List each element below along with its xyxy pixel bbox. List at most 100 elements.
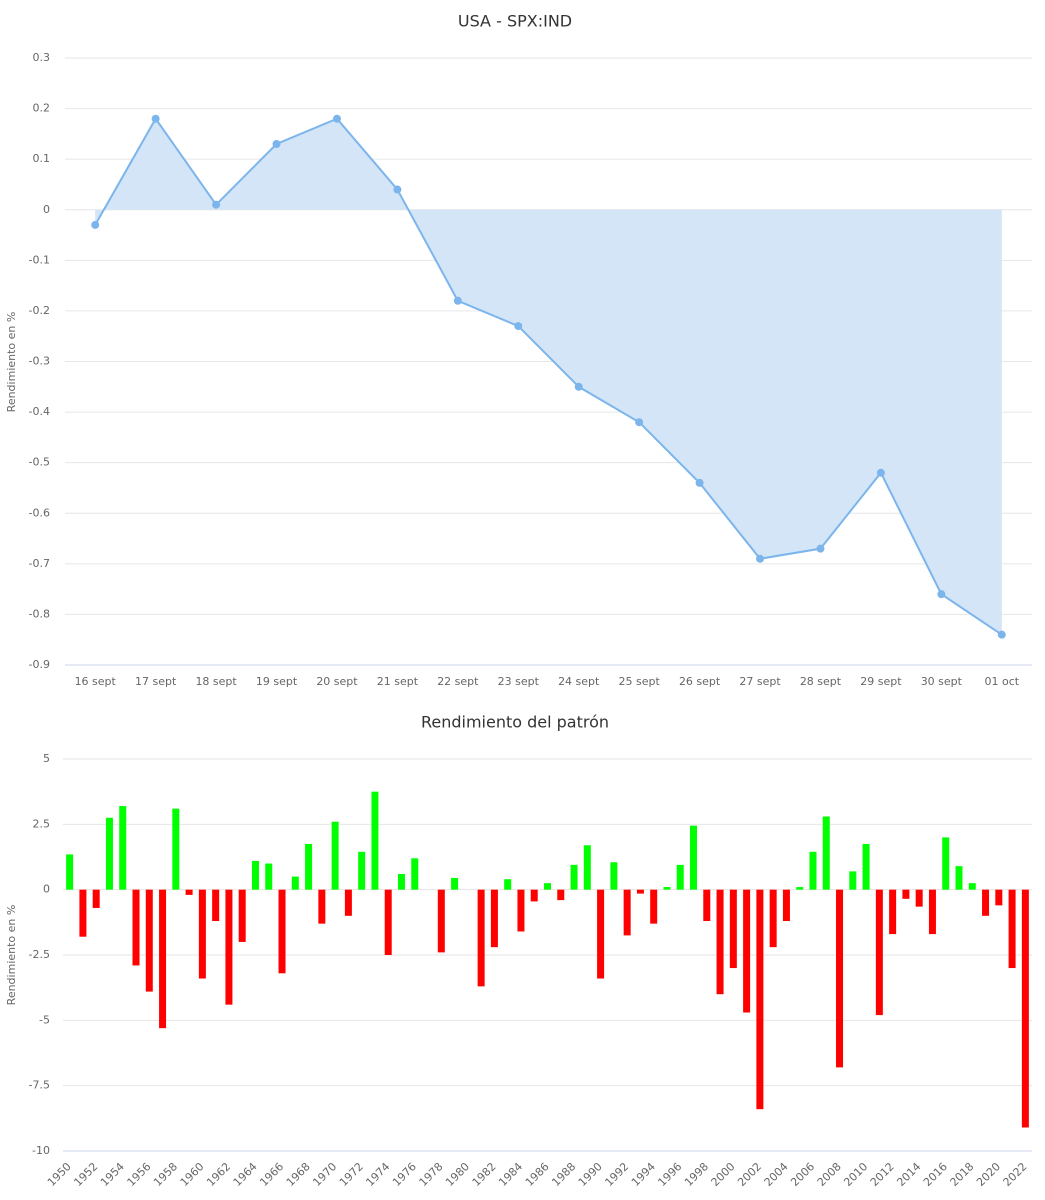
x-tick-label: 1996 [655, 1160, 684, 1189]
bar [265, 863, 273, 890]
bar [92, 889, 100, 908]
bar [570, 864, 578, 890]
bar [928, 889, 936, 935]
x-tick-label: 1974 [363, 1160, 392, 1189]
y-tick-label: 2.5 [33, 817, 51, 830]
y-tick-label: -0.3 [29, 355, 50, 368]
y-tick-label: -0.9 [29, 658, 50, 671]
bar [291, 876, 299, 890]
bar [716, 889, 724, 995]
point [816, 544, 825, 553]
x-tick-label: 27 sept [739, 675, 781, 688]
y-tick-label: 0 [43, 203, 50, 216]
x-tick-label: 19 sept [256, 675, 298, 688]
bar [238, 889, 246, 942]
bar [159, 889, 167, 1029]
x-tick-label: 30 sept [921, 675, 963, 688]
bar [477, 889, 485, 987]
x-tick-label: 2016 [921, 1160, 950, 1189]
bar [411, 858, 419, 890]
point [151, 114, 160, 123]
line [94, 116, 1003, 636]
y-tick-label: -0.4 [29, 405, 50, 418]
bar [371, 791, 379, 890]
bar [305, 843, 313, 890]
bar [344, 889, 352, 916]
bar [172, 808, 180, 890]
bar [703, 889, 711, 922]
x-tick-label: 2000 [709, 1160, 738, 1189]
bar [198, 889, 206, 979]
bar [942, 837, 950, 890]
bar [212, 889, 220, 922]
y-axis-label: Rendimiento en % [5, 312, 18, 413]
y-tick-label: -0.1 [29, 253, 50, 266]
bar [132, 889, 140, 966]
bar [66, 854, 74, 890]
x-tick-label: 1992 [602, 1160, 631, 1189]
bar [889, 889, 897, 935]
bar [663, 887, 671, 890]
bar [517, 889, 525, 932]
bar [822, 816, 830, 890]
y-tick-label: 0.2 [33, 102, 51, 115]
bar [756, 889, 764, 1110]
point [695, 478, 704, 487]
bar [982, 889, 990, 916]
point [272, 139, 281, 148]
bar [397, 873, 405, 890]
bar [583, 845, 591, 890]
bar [743, 889, 751, 1013]
x-tick-label: 2008 [815, 1160, 844, 1189]
point [393, 185, 402, 194]
x-tick-label: 1970 [310, 1160, 339, 1189]
x-tick-label: 22 sept [437, 675, 479, 688]
bar [849, 871, 857, 890]
x-tick-label: 01 oct [984, 675, 1019, 688]
x-tick-label: 29 sept [860, 675, 902, 688]
bar [451, 877, 459, 890]
x-tick-label: 21 sept [377, 675, 419, 688]
x-tick-label: 1964 [231, 1160, 260, 1189]
x-tick-label: 25 sept [619, 675, 661, 688]
x-tick-label: 20 sept [316, 675, 358, 688]
point [937, 590, 946, 599]
x-tick-label: 16 sept [75, 675, 117, 688]
chart-title: USA - SPX:IND [458, 12, 572, 31]
x-tick-label: 28 sept [800, 675, 842, 688]
x-tick-label: 1956 [125, 1160, 154, 1189]
x-tick-label: 1954 [98, 1160, 127, 1189]
bar [358, 851, 366, 890]
bar [145, 889, 153, 992]
point [453, 296, 462, 305]
x-tick-label: 1998 [682, 1160, 711, 1189]
bar [318, 889, 326, 924]
bar [610, 862, 618, 890]
x-tick-label: 2006 [788, 1160, 817, 1189]
x-tick-label: 1986 [523, 1160, 552, 1189]
x-tick-label: 1988 [549, 1160, 578, 1189]
y-tick-label: -0.2 [29, 304, 50, 317]
bar [278, 889, 286, 974]
bar [729, 889, 737, 969]
bar [968, 883, 976, 890]
y-tick-label: -2.5 [29, 948, 50, 961]
point [574, 382, 583, 391]
x-tick-label: 2022 [1001, 1160, 1030, 1189]
bar [597, 889, 605, 979]
bar [796, 887, 804, 890]
bar [331, 821, 339, 890]
y-tick-label: 0.1 [33, 152, 51, 165]
bar [557, 889, 565, 901]
x-tick-label: 26 sept [679, 675, 721, 688]
x-tick-label: 1976 [390, 1160, 419, 1189]
bar [809, 851, 817, 890]
bar [79, 889, 87, 937]
x-tick-label: 1966 [257, 1160, 286, 1189]
point [635, 418, 644, 427]
point [212, 200, 221, 209]
x-tick-label: 1950 [45, 1160, 74, 1189]
bar [836, 889, 844, 1068]
y-tick-label: -7.5 [29, 1079, 50, 1092]
